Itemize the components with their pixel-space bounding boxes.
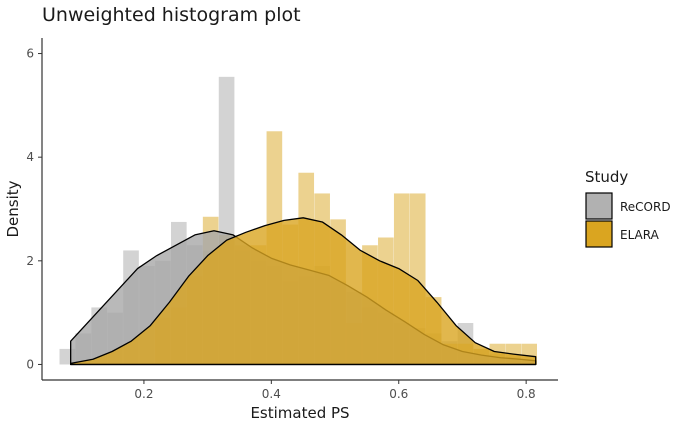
x-tick-label: 0.6 (389, 387, 408, 401)
density-curves (70, 217, 537, 366)
y-axis-title: Density (4, 180, 22, 237)
legend: Study ReCORD ELARA (585, 168, 671, 248)
chart-title: Unweighted histogram plot (42, 4, 301, 26)
y-tick-label: 4 (26, 150, 34, 164)
density-elara (70, 217, 537, 366)
x-tick-label: 0.2 (134, 387, 153, 401)
x-axis-title: Estimated PS (250, 404, 349, 422)
y-tick-label: 0 (26, 357, 34, 371)
y-tick-label: 2 (26, 254, 34, 268)
axes (41, 38, 558, 381)
x-tick-label: 0.8 (517, 387, 536, 401)
legend-label-elara: ELARA (620, 228, 660, 242)
legend-key-elara (585, 220, 613, 248)
legend-title: Study (585, 168, 628, 186)
y-tick-label: 6 (26, 47, 34, 61)
x-tick-label: 0.4 (262, 387, 281, 401)
legend-label-record: ReCORD (620, 200, 671, 214)
legend-key-record (585, 192, 613, 220)
axis-ticks: 0.2 0.4 0.6 0.8 0 2 4 6 (26, 47, 535, 401)
